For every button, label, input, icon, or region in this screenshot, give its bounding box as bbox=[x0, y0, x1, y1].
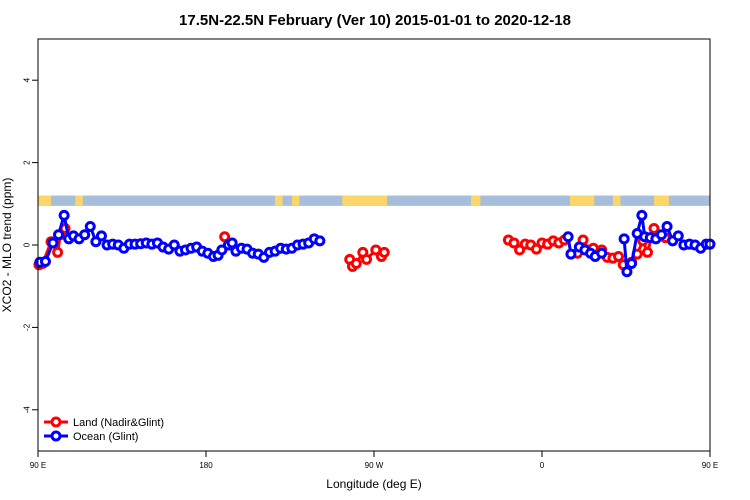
data-point bbox=[219, 231, 231, 243]
land-patch bbox=[471, 195, 481, 206]
data-point bbox=[314, 235, 326, 247]
land-patch bbox=[38, 195, 52, 206]
data-point bbox=[168, 239, 180, 251]
data-point bbox=[621, 266, 633, 278]
data-point bbox=[565, 248, 577, 260]
x-axis: 90 E 180 90 W 0 90 E bbox=[30, 451, 718, 470]
land-patch bbox=[275, 195, 283, 206]
y-tick-label: 0 bbox=[23, 242, 32, 247]
series-layer bbox=[33, 209, 716, 278]
y-axis: -4 -2 0 2 4 bbox=[23, 77, 38, 414]
data-point bbox=[39, 255, 51, 267]
legend: Land (Nadir&Glint) Ocean (Glint) bbox=[44, 416, 164, 443]
data-point bbox=[84, 220, 96, 232]
legend-entry: Ocean (Glint) bbox=[44, 430, 138, 443]
y-tick-label: -4 bbox=[23, 406, 32, 414]
y-tick-label: 4 bbox=[23, 77, 32, 82]
data-point bbox=[641, 246, 653, 258]
y-tick-label: -2 bbox=[23, 323, 32, 331]
data-point bbox=[648, 223, 660, 235]
data-point bbox=[47, 237, 59, 249]
data-point bbox=[613, 251, 625, 263]
y-axis-label: XCO2 - MLO trend (ppm) bbox=[0, 178, 14, 313]
data-point bbox=[79, 229, 91, 241]
data-point bbox=[508, 237, 520, 249]
data-point bbox=[350, 258, 362, 270]
data-point bbox=[361, 253, 373, 265]
data-point bbox=[636, 209, 648, 221]
data-point bbox=[661, 220, 673, 232]
data-point bbox=[58, 209, 70, 221]
legend-entry: Land (Nadir&Glint) bbox=[44, 416, 164, 429]
data-point bbox=[596, 247, 608, 259]
x-axis-label: Longitude (deg E) bbox=[326, 477, 421, 491]
x-tick-label: 90 W bbox=[365, 461, 384, 470]
data-point bbox=[655, 229, 667, 241]
data-point bbox=[226, 237, 238, 249]
chart-title: 17.5N-22.5N February (Ver 10) 2015-01-01… bbox=[179, 12, 571, 29]
data-point bbox=[378, 246, 390, 258]
land-patch bbox=[291, 195, 300, 206]
legend-marker bbox=[50, 430, 62, 442]
data-point bbox=[530, 243, 542, 255]
series-ocean bbox=[34, 209, 716, 278]
x-tick-label: 90 E bbox=[702, 461, 718, 470]
land-ocean-strip bbox=[38, 195, 710, 206]
data-point bbox=[53, 229, 65, 241]
legend-marker bbox=[50, 416, 62, 428]
land-patch bbox=[654, 195, 669, 206]
series-land bbox=[33, 223, 671, 272]
x-tick-label: 90 E bbox=[30, 461, 46, 470]
land-patch bbox=[342, 195, 388, 206]
land-patch bbox=[570, 195, 595, 206]
data-point bbox=[52, 246, 64, 258]
legend-label: Land (Nadir&Glint) bbox=[73, 417, 164, 429]
x-tick-label: 180 bbox=[199, 461, 213, 470]
data-point bbox=[618, 233, 630, 245]
x-tick-label: 0 bbox=[540, 461, 545, 470]
land-patch bbox=[612, 195, 621, 206]
y-tick-label: 2 bbox=[23, 160, 32, 165]
data-point bbox=[95, 230, 107, 242]
legend-label: Ocean (Glint) bbox=[73, 431, 138, 443]
data-point bbox=[626, 258, 638, 270]
land-patch bbox=[75, 195, 83, 206]
data-point bbox=[672, 230, 684, 242]
data-point bbox=[562, 231, 574, 243]
